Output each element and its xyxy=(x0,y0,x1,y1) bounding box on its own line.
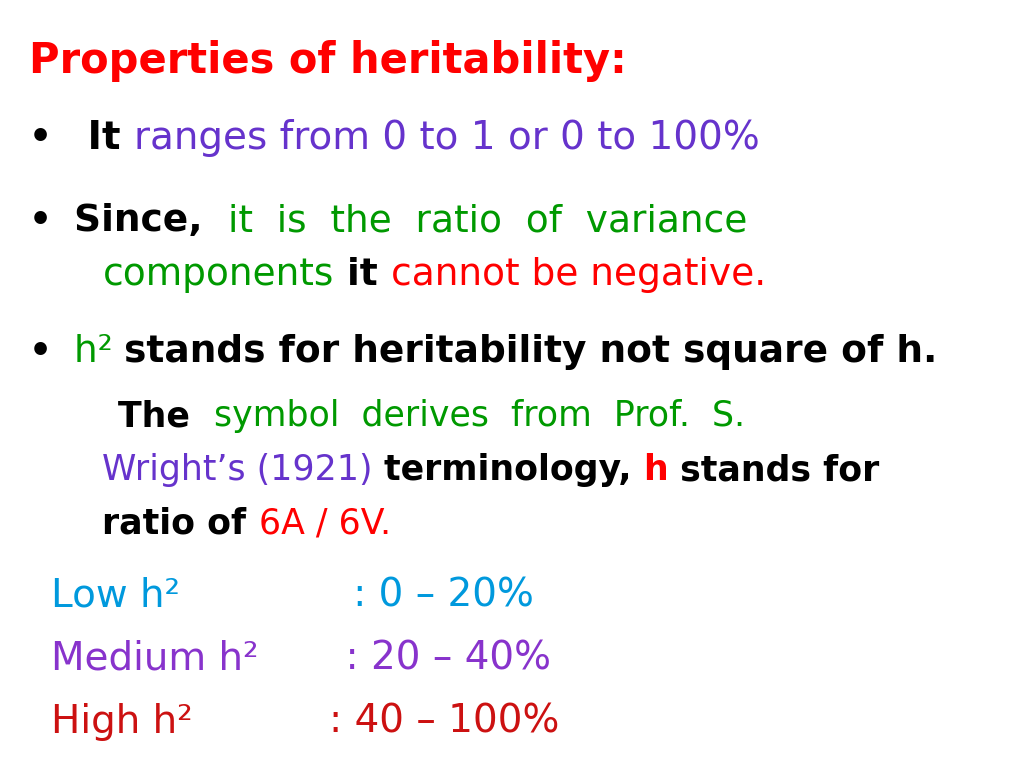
Text: Wright’s (1921): Wright’s (1921) xyxy=(102,453,384,487)
Text: components: components xyxy=(102,257,334,293)
Text: Since,: Since, xyxy=(74,204,228,239)
Text: It: It xyxy=(74,119,134,157)
Text: h: h xyxy=(643,453,669,487)
Text: •: • xyxy=(29,335,52,369)
Text: Medium h²: Medium h² xyxy=(51,639,259,677)
Text: High h²: High h² xyxy=(51,703,193,741)
Text: Low h²: Low h² xyxy=(51,576,180,614)
Text: 6A / 6V.: 6A / 6V. xyxy=(259,507,391,541)
Text: cannot be negative.: cannot be negative. xyxy=(390,257,766,293)
Text: h²: h² xyxy=(74,334,124,369)
Text: : 20 – 40%: : 20 – 40% xyxy=(259,639,551,677)
Text: it  is  the  ratio  of  variance: it is the ratio of variance xyxy=(228,204,748,239)
Text: ratio of: ratio of xyxy=(102,507,259,541)
Text: terminology,: terminology, xyxy=(384,453,643,487)
Text: Properties of heritability:: Properties of heritability: xyxy=(29,41,627,82)
Text: •: • xyxy=(29,121,52,155)
Text: symbol  derives  from  Prof.  S.: symbol derives from Prof. S. xyxy=(214,399,745,433)
Text: : 0 – 20%: : 0 – 20% xyxy=(180,576,535,614)
Text: ranges from 0 to 1 or 0 to 100%: ranges from 0 to 1 or 0 to 100% xyxy=(134,119,760,157)
Text: The: The xyxy=(118,399,214,433)
Text: stands for: stands for xyxy=(669,453,880,487)
Text: •: • xyxy=(29,204,52,238)
Text: stands for heritability not square of h.: stands for heritability not square of h. xyxy=(124,334,938,369)
Text: : 40 – 100%: : 40 – 100% xyxy=(193,703,559,741)
Text: it: it xyxy=(334,257,390,293)
